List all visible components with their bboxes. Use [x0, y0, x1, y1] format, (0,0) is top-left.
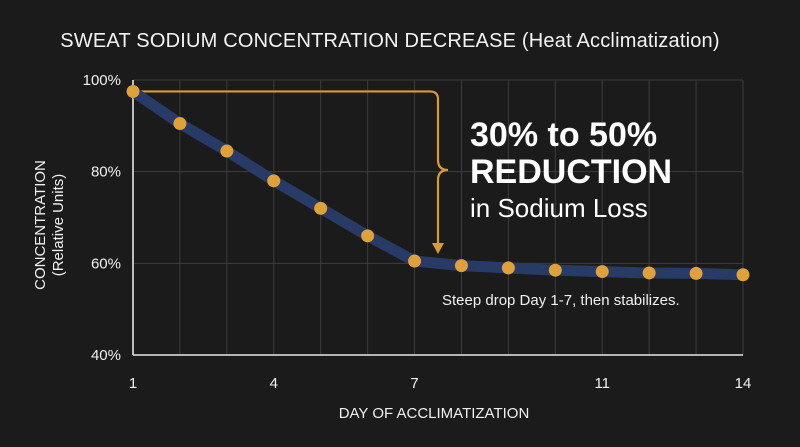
data-point [689, 266, 703, 280]
data-point [454, 259, 468, 273]
y-tick-label: 60% [91, 255, 121, 272]
data-point [408, 254, 422, 268]
x-tick-label: 4 [270, 375, 278, 392]
bracket-arrowhead [432, 243, 444, 255]
series-line-path [127, 86, 749, 281]
data-point [126, 84, 140, 98]
annotation: 30% to 50% REDUCTION in Sodium Loss [470, 116, 672, 223]
y-axis-sublabel: (Relative Units) [50, 174, 67, 277]
bracket-path [137, 90, 449, 246]
x-axis-label: DAY OF ACCLIMATIZATION [339, 405, 530, 422]
series-line [127, 86, 749, 281]
y-axis-label: CONCENTRATION [32, 160, 49, 290]
data-point [642, 266, 656, 280]
reduction-bracket [137, 90, 449, 255]
y-tick-label: 100% [83, 72, 121, 89]
series-markers [126, 84, 750, 282]
data-point [173, 117, 187, 131]
data-point [314, 201, 328, 215]
annotation-line1: 30% to 50% [470, 116, 657, 154]
x-tick-label: 1 [129, 375, 137, 392]
data-point [548, 263, 562, 277]
y-tick-label: 40% [91, 347, 121, 364]
annotation-line3: in Sodium Loss [470, 193, 648, 223]
data-point [361, 229, 375, 243]
annotation-line2: REDUCTION [470, 153, 672, 191]
x-tick-label: 14 [735, 375, 752, 392]
data-point [220, 144, 234, 158]
trend-note: Steep drop Day 1-7, then stabilizes. [442, 292, 680, 309]
data-point [267, 174, 281, 188]
x-tick-label: 11 [594, 375, 610, 392]
chart-title: SWEAT SODIUM CONCENTRATION DECREASE (Hea… [60, 30, 719, 52]
data-point [501, 261, 515, 275]
y-axis-label-group: CONCENTRATION (Relative Units) [32, 160, 67, 290]
y-tick-label: 80% [91, 164, 121, 181]
data-point [736, 268, 750, 282]
grid [132, 79, 744, 356]
axes [132, 80, 743, 356]
x-tick-label: 7 [410, 375, 418, 392]
data-point [595, 265, 609, 279]
